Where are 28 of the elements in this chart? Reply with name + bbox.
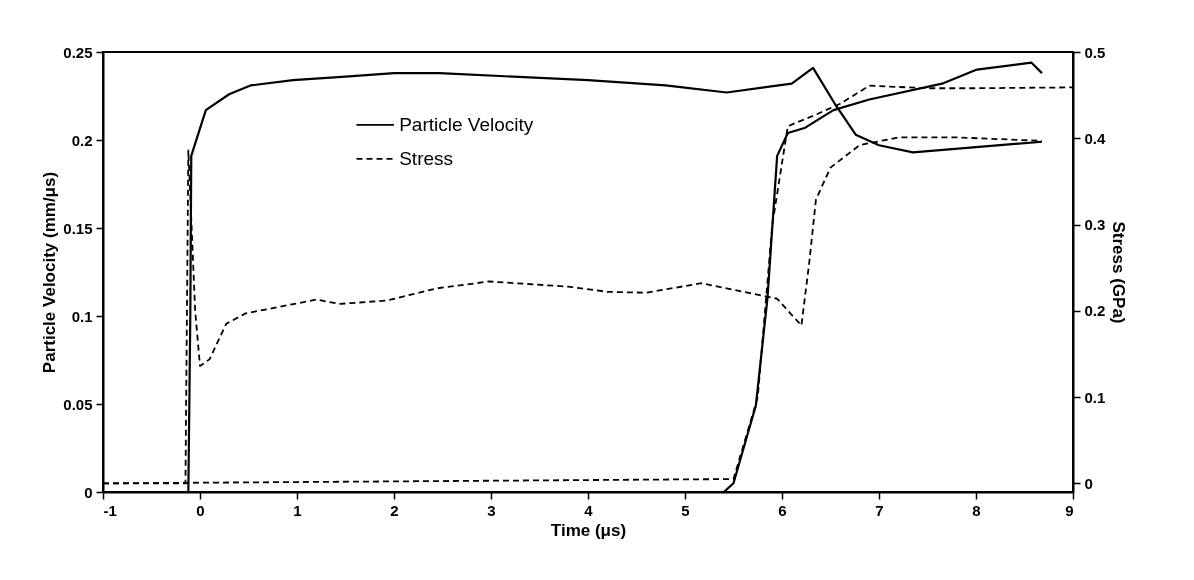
- y-tick-label: 0.15: [63, 219, 93, 237]
- y2-tick-label: 0.2: [1084, 302, 1106, 320]
- y2-tick-label: 0.1: [1084, 388, 1106, 406]
- x-tick-label: 8: [972, 501, 981, 519]
- y2-tick-label: 0: [1084, 474, 1093, 492]
- y2-axis-title: Stress (GPa): [1109, 221, 1129, 324]
- y2-tick-label: 0.5: [1084, 43, 1106, 61]
- x-tick-label: -1: [103, 501, 117, 519]
- x-axis-title: Time (μs): [550, 520, 627, 540]
- x-tick-label: 5: [681, 501, 690, 519]
- x-tick-label: 1: [293, 501, 302, 519]
- legend-label: Particle Velocity: [399, 113, 534, 135]
- x-tick-label: 3: [487, 501, 496, 519]
- y-axis-title: Particle Velocity (mm/μs): [40, 171, 60, 374]
- x-tick-label: 2: [390, 501, 399, 519]
- y-tick-label: 0.2: [71, 131, 93, 149]
- y-tick-label: 0.05: [63, 395, 93, 413]
- x-tick-label: 0: [196, 501, 205, 519]
- x-tick-label: 4: [584, 501, 594, 519]
- x-tick-label: 9: [1065, 501, 1074, 519]
- x-tick-label: 7: [875, 501, 884, 519]
- y2-tick-label: 0.3: [1084, 216, 1106, 234]
- y-tick-label: 0: [84, 483, 93, 501]
- x-tick-label: 6: [778, 501, 787, 519]
- y-tick-label: 0.25: [63, 43, 93, 61]
- y-tick-label: 0.1: [71, 307, 93, 325]
- y2-tick-label: 0.4: [1084, 129, 1107, 147]
- legend-label: Stress: [399, 147, 454, 169]
